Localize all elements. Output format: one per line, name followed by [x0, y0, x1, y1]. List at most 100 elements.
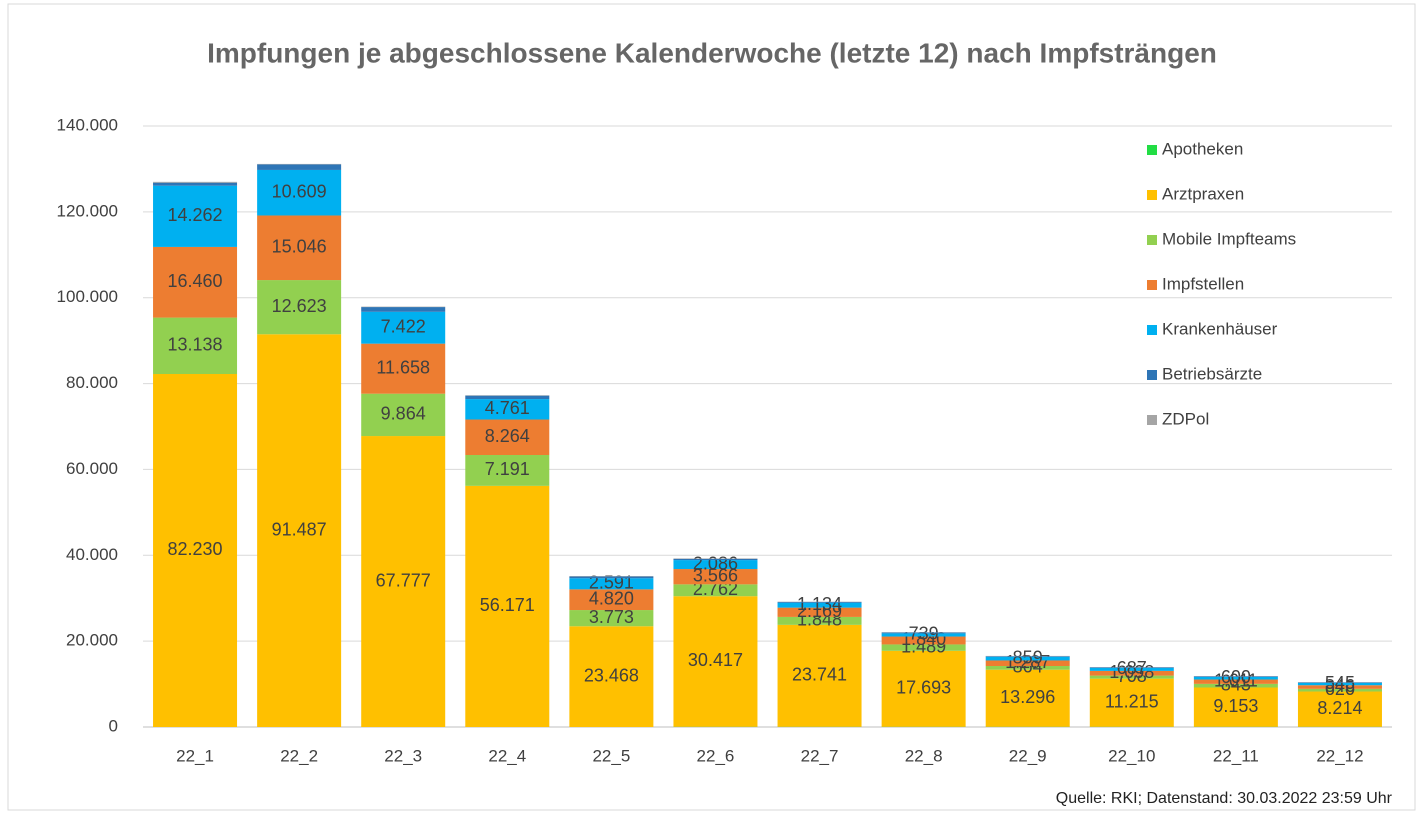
bar-segment	[777, 607, 862, 617]
source-note: Quelle: RKI; Datenstand: 30.03.2022 23:5…	[1056, 790, 1393, 807]
bar-segment	[1089, 670, 1174, 676]
bar-segment	[985, 656, 1070, 657]
bar-segment	[777, 624, 862, 727]
bar-segment	[1297, 685, 1382, 689]
bar-segment	[569, 610, 654, 627]
bar-segment	[673, 584, 758, 597]
x-tick-label: 22_9	[1009, 746, 1047, 765]
bar-segment	[1297, 682, 1382, 686]
data-label: 16.460	[168, 271, 223, 291]
bar-segment	[257, 169, 342, 216]
data-label: 859	[1013, 647, 1043, 667]
bar-segment	[881, 650, 966, 727]
bar-segment	[361, 436, 446, 727]
y-tick-label: 60.000	[66, 459, 118, 478]
x-tick-label: 22_5	[592, 746, 630, 765]
bar-segment	[1089, 667, 1174, 671]
data-label: 4.761	[485, 398, 530, 418]
bar-segment	[1193, 676, 1278, 680]
data-label: 23.468	[584, 665, 639, 685]
bar-segment	[777, 602, 862, 608]
bar-segment	[153, 181, 238, 183]
data-label: 13.296	[1000, 687, 1055, 707]
legend-swatch	[1147, 415, 1157, 425]
data-label: 2.591	[589, 573, 634, 593]
bar-segment	[153, 246, 238, 318]
data-label: 91.487	[272, 519, 327, 539]
data-label: 9.864	[381, 404, 426, 424]
bar-segment	[361, 343, 446, 394]
x-tick-label: 22_2	[280, 746, 318, 765]
bar-segment	[569, 576, 654, 579]
bar-segment	[361, 393, 446, 437]
data-label: 1.134	[797, 594, 842, 614]
bar-segment	[673, 558, 758, 561]
bar-segment	[257, 280, 342, 335]
legend-swatch	[1147, 325, 1157, 335]
bar-segment	[1297, 691, 1382, 727]
data-label: 1.098	[1109, 662, 1154, 682]
bar-segment	[1193, 687, 1278, 727]
data-label: 10.609	[272, 181, 327, 201]
data-label: 7.422	[381, 316, 426, 336]
data-label: 3.566	[693, 565, 738, 585]
data-label: 15.046	[272, 237, 327, 257]
data-label: 30.417	[688, 650, 743, 670]
bar-segment	[153, 185, 238, 247]
y-tick-label: 20.000	[66, 631, 118, 650]
data-label: 2.086	[693, 553, 738, 573]
data-label: 23.741	[792, 665, 847, 685]
data-label: 3.773	[589, 607, 634, 627]
data-label: 739	[909, 624, 939, 644]
x-tick-label: 22_6	[697, 746, 735, 765]
legend-swatch	[1147, 190, 1157, 200]
data-label: 846	[1325, 676, 1355, 696]
bar-segment	[1089, 675, 1174, 679]
bar-segment	[465, 395, 550, 400]
bar-segment	[673, 596, 758, 727]
bar-segment	[569, 589, 654, 611]
legend-swatch	[1147, 280, 1157, 290]
data-label: 14.262	[168, 205, 223, 225]
x-tick-label: 22_10	[1108, 746, 1155, 765]
y-tick-label: 80.000	[66, 373, 118, 392]
bar-segment	[985, 665, 1070, 670]
bar-segment	[257, 334, 342, 727]
x-tick-label: 22_11	[1213, 746, 1259, 765]
bar-segment	[361, 307, 446, 312]
y-tick-label: 100.000	[57, 287, 118, 306]
data-label: 687	[1117, 658, 1147, 678]
data-label: 13.138	[168, 335, 223, 355]
x-tick-label: 22_4	[488, 746, 526, 765]
bar-segment	[1193, 676, 1278, 677]
bar-segment	[465, 419, 550, 455]
x-tick-label: 22_7	[801, 746, 839, 765]
bar-segment	[1089, 678, 1174, 727]
legend-label: Apotheken	[1162, 139, 1243, 158]
bar-segment	[881, 644, 966, 651]
legend-label: Impfstellen	[1162, 274, 1244, 293]
data-label: 1.011	[1214, 670, 1258, 690]
data-label: 12.623	[272, 296, 327, 316]
data-label: 8.264	[485, 426, 530, 446]
y-tick-label: 140.000	[57, 115, 118, 134]
bar-segment	[673, 560, 758, 570]
bar-segment	[257, 215, 342, 281]
y-tick-label: 40.000	[66, 545, 118, 564]
legend-label: ZDPol	[1162, 409, 1209, 428]
bar-segment	[465, 399, 550, 420]
legend-swatch	[1147, 235, 1157, 245]
data-label: 4.820	[589, 588, 634, 608]
bar-segment	[881, 636, 966, 645]
data-label: 7.191	[485, 459, 530, 479]
data-label: 600	[1221, 667, 1251, 687]
bar-segment	[569, 626, 654, 727]
y-tick-label: 0	[109, 716, 118, 735]
data-label: 11.658	[376, 357, 430, 377]
bar-segment	[153, 317, 238, 374]
bar-segment	[881, 633, 966, 637]
data-label: 11.215	[1105, 691, 1159, 711]
data-label: 8.214	[1317, 698, 1362, 718]
bar-segment	[1297, 682, 1382, 683]
